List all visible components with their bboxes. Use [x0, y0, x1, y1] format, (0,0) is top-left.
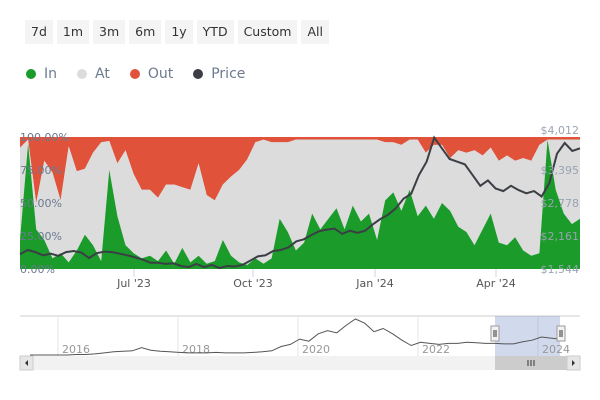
- legend-label: Price: [211, 66, 246, 82]
- legend-item-out[interactable]: Out: [129, 66, 174, 82]
- legend-dot-icon: [193, 69, 204, 79]
- navigator-year-label: 2018: [182, 343, 210, 356]
- navigator-selection[interactable]: [495, 316, 560, 356]
- legend-item-at[interactable]: At: [77, 66, 110, 82]
- legend-dot-icon: [26, 69, 36, 79]
- range-button-6m[interactable]: 6m: [129, 20, 162, 44]
- range-button-all[interactable]: All: [301, 20, 329, 44]
- x-axis-label: Jan '24: [355, 277, 393, 290]
- series-at-area: [20, 139, 580, 265]
- y-axis-left-label: 100.00%: [20, 131, 69, 144]
- scroll-left-button[interactable]: [19, 355, 34, 371]
- legend-label: Out: [147, 66, 174, 82]
- navigator-year-label: 2024: [542, 343, 570, 356]
- navigator-year-label: 2022: [422, 343, 450, 356]
- series-out-area: [20, 137, 580, 203]
- legend-label: In: [44, 66, 58, 82]
- y-axis-left-label: 75.00%: [20, 164, 62, 177]
- navigator[interactable]: 2016 2018 2020 2022 2024: [0, 312, 600, 374]
- chart-legend: In At Out Price: [26, 66, 245, 82]
- y-axis-left-label: 50.00%: [20, 197, 62, 210]
- navigator-year-label: 2020: [302, 343, 330, 356]
- x-axis-label: Jul '23: [116, 277, 151, 290]
- navigator-right-handle[interactable]: [556, 325, 566, 342]
- legend-label: At: [95, 66, 110, 82]
- range-button-custom[interactable]: Custom: [237, 20, 298, 44]
- y-axis-left-label: 0.00%: [20, 263, 55, 276]
- y-axis-right-label: $3,395: [541, 164, 580, 177]
- range-button-1y[interactable]: 1y: [165, 20, 193, 44]
- range-button-3m[interactable]: 3m: [93, 20, 126, 44]
- navigator-price-line: [30, 318, 561, 356]
- scrollbar-thumb[interactable]: [495, 356, 567, 370]
- y-axis-right-label: $2,161: [541, 230, 580, 243]
- range-selector: 7d 1m 3m 6m 1y YTD Custom All: [25, 20, 329, 44]
- series-price-line: [19, 135, 581, 270]
- y-axis-right-label: $2,778: [541, 197, 580, 210]
- y-axis-left-label: 25.00%: [20, 230, 62, 243]
- legend-dot-icon: [129, 69, 140, 79]
- legend-item-in[interactable]: In: [26, 66, 57, 82]
- legend-item-price[interactable]: Price: [193, 66, 245, 82]
- scroll-right-button[interactable]: [566, 355, 581, 371]
- arrow-left-icon: [25, 360, 28, 366]
- legend-dot-icon: [77, 69, 88, 79]
- range-button-ytd[interactable]: YTD: [196, 20, 234, 44]
- series-in-area: [20, 139, 580, 269]
- main-chart[interactable]: 0.00% 25.00% 50.00% 75.00% 100.00% $1,544 $2,1…: [0, 118, 600, 298]
- navigator-year-label: 2016: [62, 343, 90, 356]
- range-button-1m[interactable]: 1m: [56, 20, 90, 44]
- scrollbar-track[interactable]: [20, 356, 580, 370]
- range-button-7d[interactable]: 7d: [25, 20, 53, 44]
- x-axis-label: Oct '23: [233, 277, 273, 290]
- navigator-left-handle[interactable]: [490, 325, 500, 342]
- y-axis-right-label: $1,544: [541, 263, 580, 276]
- x-axis-label: Apr '24: [476, 277, 516, 290]
- y-axis-right-label: $4,012: [541, 124, 580, 137]
- arrow-right-icon: [572, 360, 575, 366]
